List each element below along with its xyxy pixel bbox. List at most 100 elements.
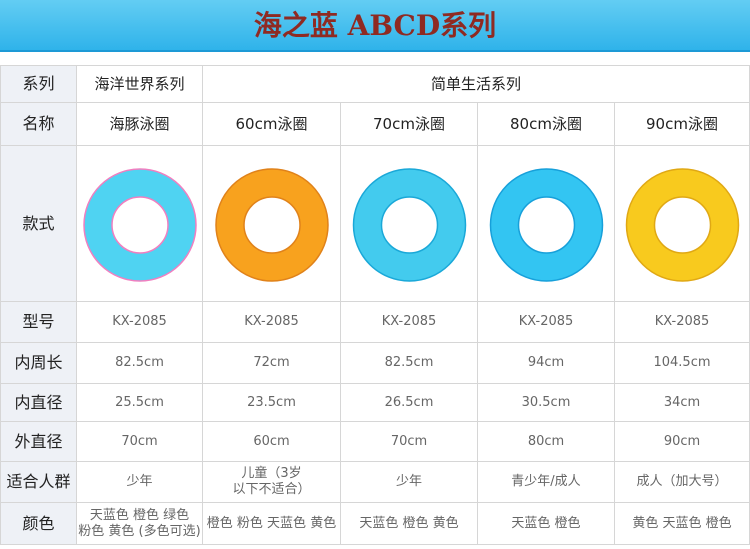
product-image bbox=[615, 146, 750, 302]
cell-text: 30.5cm bbox=[521, 394, 571, 410]
table-cell: 30.5cm bbox=[478, 384, 615, 422]
product-image bbox=[341, 146, 478, 302]
ring bbox=[352, 167, 466, 282]
table-cell: 70cm bbox=[341, 422, 478, 462]
table-cell: 80cm泳圈 bbox=[478, 103, 615, 146]
table-cell: 海洋世界系列 bbox=[77, 65, 203, 103]
table-cell: 34cm bbox=[615, 384, 750, 422]
cell-text: 94cm bbox=[527, 355, 565, 370]
table-cell: 橙色 粉色 天蓝色 黄色 bbox=[203, 503, 341, 545]
table-cell: 70cm bbox=[77, 422, 203, 462]
product-image bbox=[77, 146, 203, 302]
ring bbox=[214, 167, 329, 282]
cell-text: 82.5cm bbox=[115, 355, 164, 370]
cell-text: 23.5cm bbox=[247, 394, 296, 410]
cell-text: 颜色 bbox=[22, 513, 55, 533]
cell-text: 60cm bbox=[253, 433, 290, 449]
table-cell: 26.5cm bbox=[341, 384, 478, 422]
table-cell: 黄色 天蓝色 橙色 bbox=[615, 503, 750, 545]
table-cell: 青少年/成人 bbox=[478, 462, 615, 503]
table-cell: 104.5cm bbox=[615, 343, 750, 384]
table-cell: 90cm bbox=[615, 422, 750, 462]
row-label: 名称 bbox=[0, 103, 77, 146]
cell-text: KX-2085 bbox=[381, 314, 437, 329]
table-cell: 23.5cm bbox=[203, 384, 341, 422]
table-cell: 少年 bbox=[341, 462, 478, 503]
cell-text: 海豚泳圈 bbox=[109, 115, 170, 133]
table-cell: 70cm泳圈 bbox=[341, 103, 478, 146]
title: 海之蓝 ABCD系列 bbox=[253, 9, 497, 42]
row-label: 外直径 bbox=[0, 422, 77, 462]
row-label: 颜色 bbox=[0, 503, 77, 545]
cell-text: 90cm bbox=[663, 433, 701, 449]
cell-text: 内周长 bbox=[14, 353, 63, 372]
cell-text: 天蓝色 橙色 bbox=[511, 515, 581, 531]
cell-text: 72cm bbox=[253, 355, 290, 370]
row-label: 适合人群 bbox=[0, 462, 77, 503]
table-cell: KX-2085 bbox=[478, 302, 615, 343]
cell-text: 80cm bbox=[527, 433, 565, 449]
cell-text: 90cm泳圈 bbox=[646, 115, 718, 133]
table-cell: 简单生活系列 bbox=[203, 65, 750, 103]
cell-text: 60cm泳圈 bbox=[235, 115, 308, 133]
cell-text: KX-2085 bbox=[112, 314, 167, 329]
row-label: 内周长 bbox=[0, 343, 77, 384]
table-cell: KX-2085 bbox=[77, 302, 203, 343]
table-cell: 82.5cm bbox=[77, 343, 203, 384]
cell-text: 名称 bbox=[22, 114, 55, 133]
cell-text: 70cm泳圈 bbox=[373, 115, 445, 133]
cell-text: KX-2085 bbox=[244, 314, 299, 329]
cell-text: 青少年/成人 bbox=[511, 474, 581, 489]
table-cell: 72cm bbox=[203, 343, 341, 384]
product-image bbox=[203, 146, 341, 302]
cell-text: 系列 bbox=[22, 74, 55, 93]
cell-text: 少年 bbox=[126, 474, 153, 489]
cell-text: 天蓝色 橙色 黄色 bbox=[359, 515, 459, 531]
table-cell: 60cm bbox=[203, 422, 341, 462]
cell-text: 成人（加大号） bbox=[636, 474, 728, 489]
table-cell: 少年 bbox=[77, 462, 203, 503]
cell-text: 黄色 天蓝色 橙色 bbox=[632, 515, 732, 531]
table-cell: 82.5cm bbox=[341, 343, 478, 384]
cell-text: 简单生活系列 bbox=[430, 75, 521, 93]
row-label: 款式 bbox=[0, 146, 77, 302]
row-label: 系列 bbox=[0, 65, 77, 103]
product-image bbox=[478, 146, 615, 302]
ring bbox=[82, 167, 197, 282]
table-cell: 90cm泳圈 bbox=[615, 103, 750, 146]
table-cell: 海豚泳圈 bbox=[77, 103, 203, 146]
row-label: 内直径 bbox=[0, 384, 77, 422]
cell-text: 26.5cm bbox=[384, 394, 434, 410]
table-cell: 25.5cm bbox=[77, 384, 203, 422]
table-cell: 天蓝色 橙色 绿色 粉色 黄色 (多色可选) bbox=[77, 503, 203, 545]
table-cell: 儿童（3岁 以下不适合） bbox=[203, 462, 341, 503]
header: 海之蓝 ABCD系列 bbox=[0, 0, 750, 52]
cell-text: 天蓝色 橙色 绿色 bbox=[89, 507, 190, 523]
cell-text: 适合人群 bbox=[6, 472, 71, 491]
cell-text: 型号 bbox=[22, 312, 55, 331]
cell-text: 34cm bbox=[663, 394, 701, 410]
table-cell: KX-2085 bbox=[341, 302, 478, 343]
cell-text: 海洋世界系列 bbox=[94, 75, 185, 93]
ring bbox=[625, 167, 739, 282]
ring bbox=[489, 167, 603, 282]
cell-text: 内直径 bbox=[14, 392, 63, 412]
cell-text: 104.5cm bbox=[653, 355, 711, 370]
table-cell: KX-2085 bbox=[615, 302, 750, 343]
cell-text: 外直径 bbox=[14, 431, 63, 451]
table-cell: 60cm泳圈 bbox=[203, 103, 341, 146]
cell-text: 25.5cm bbox=[115, 394, 164, 410]
cell-text: KX-2085 bbox=[654, 314, 710, 329]
cell-text: 粉色 黄色 (多色可选) bbox=[78, 523, 201, 539]
cell-text: 82.5cm bbox=[384, 355, 434, 370]
table-cell: 成人（加大号） bbox=[615, 462, 750, 503]
cell-text: 80cm泳圈 bbox=[510, 115, 582, 133]
table-cell: KX-2085 bbox=[203, 302, 341, 343]
table-cell: 天蓝色 橙色 bbox=[478, 503, 615, 545]
cell-text: KX-2085 bbox=[518, 314, 574, 329]
table-cell: 80cm bbox=[478, 422, 615, 462]
table-cell: 94cm bbox=[478, 343, 615, 384]
cell-text: 以下不适合） bbox=[232, 482, 311, 497]
cell-text: 款式 bbox=[22, 213, 55, 233]
